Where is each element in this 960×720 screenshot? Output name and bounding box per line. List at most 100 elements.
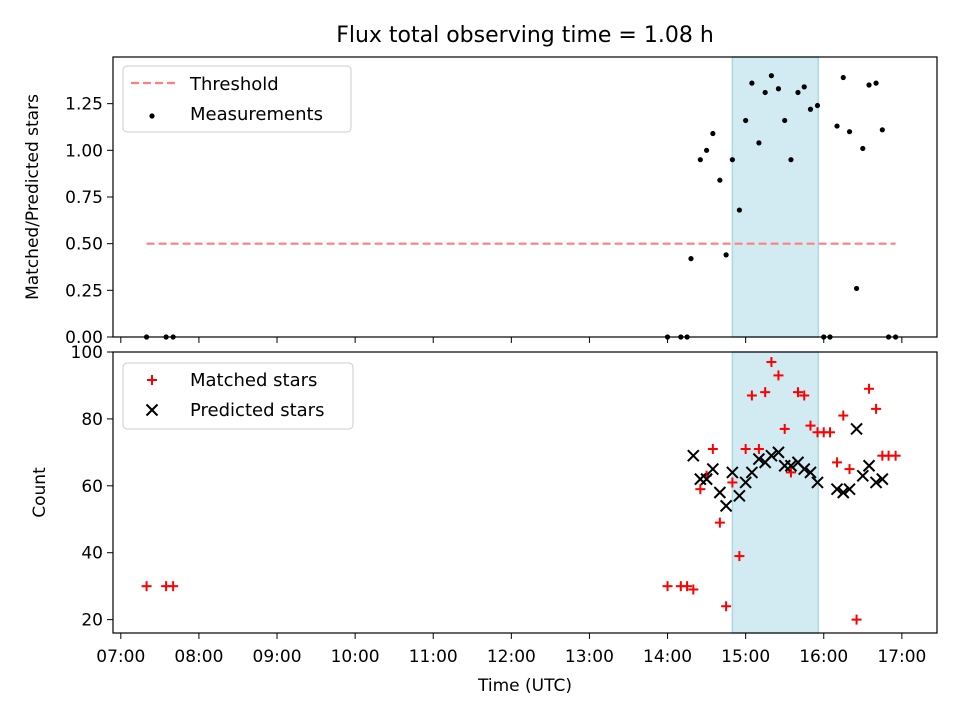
matched-star-point	[792, 387, 803, 398]
top-legend: Threshold Measurements	[122, 65, 352, 133]
top-axes-frame	[112, 56, 938, 338]
measurement-point	[717, 177, 723, 183]
x-tick-label: 07:00	[96, 647, 145, 667]
legend-predicted-swatch	[145, 403, 159, 417]
x-tick-label: 15:00	[721, 647, 770, 667]
matched-star-point	[851, 614, 862, 625]
bottom-axes-frame	[112, 351, 938, 634]
y-tick-label: 100	[71, 343, 103, 363]
measurement-point	[866, 82, 872, 88]
measurement-point	[710, 130, 716, 137]
predicted-star-point	[752, 452, 766, 466]
matched-star-point	[695, 484, 706, 495]
x-tick-label: 14:00	[643, 647, 692, 667]
measurement-point	[788, 157, 794, 163]
matched-star-point	[740, 444, 751, 455]
predicted-star-point	[798, 462, 811, 476]
measurement-point	[814, 102, 821, 109]
matched-star-point	[871, 403, 882, 414]
matched-star-point	[662, 581, 673, 592]
y-tick-label: 1.00	[65, 141, 103, 161]
matched-star-point	[890, 450, 901, 461]
matched-star-point	[805, 420, 816, 431]
predicted-star-point	[713, 486, 727, 499]
legend-matched-swatch	[147, 375, 157, 385]
legend-matched-label: Matched stars	[190, 370, 317, 391]
x-tick-label: 13:00	[565, 647, 614, 667]
predicted-star-point	[745, 466, 759, 479]
x-tick-label: 16:00	[799, 647, 848, 667]
matched-star-point	[168, 581, 179, 592]
y-tick-label: 80	[81, 410, 103, 430]
measurement-point	[749, 80, 755, 86]
y-tick-label: 0.50	[65, 235, 103, 255]
measurement-point	[846, 129, 853, 135]
matched-star-point	[714, 517, 725, 528]
top-panel: 0.00 0.25 0.50 0.75 1.00 1.25 Matched/Predict…	[23, 56, 938, 348]
x-tick-label: 12:00	[487, 647, 536, 667]
chart-title: Flux total observing time = 1.08 h	[336, 23, 714, 48]
predicted-star-point	[706, 462, 720, 476]
matched-star-point	[785, 467, 796, 478]
predicted-star-point	[843, 482, 856, 496]
predicted-star-point	[862, 459, 876, 472]
matched-star-point	[141, 581, 152, 592]
predicted-star-point	[856, 469, 870, 482]
top-x-axis	[120, 337, 903, 343]
matched-star-point	[766, 357, 777, 368]
measurement-point	[795, 89, 801, 96]
predicted-star-point	[739, 476, 752, 489]
predicted-star-point	[830, 482, 844, 496]
predicted-star-point	[850, 422, 863, 436]
measurement-point	[762, 89, 768, 96]
bottom-panel: 20 40 60 80 100 07:00 08:00 09:00 10:00 11:00 12:…	[30, 343, 938, 696]
y-tick-label: 1.25	[65, 95, 103, 115]
matched-star-point	[838, 410, 849, 421]
predicted-star-point	[719, 499, 733, 513]
predicted-star-point	[811, 476, 824, 489]
observing-window-shade-top	[731, 56, 820, 338]
measurement-point	[879, 127, 885, 133]
top-y-axis-label: Matched/Predicted stars	[23, 94, 43, 300]
matched-star-point	[688, 584, 699, 595]
measurement-point	[807, 106, 814, 112]
matched-star-point	[773, 370, 784, 381]
predicted-star-point	[804, 466, 817, 479]
measurement-point	[840, 74, 846, 81]
measurement-point	[736, 207, 742, 213]
predicted-star-point	[765, 449, 778, 462]
y-tick-label: 20	[81, 611, 103, 631]
matched-star-point	[727, 477, 738, 488]
legend-threshold-label: Threshold	[189, 74, 279, 95]
top-y-axis: 0.00 0.25 0.50 0.75 1.00 1.25	[65, 95, 113, 348]
measurement-point	[834, 123, 840, 129]
bottom-y-axis-label: Count	[30, 467, 50, 518]
predicted-star-point	[876, 472, 889, 486]
matched-star-point	[734, 551, 745, 562]
matched-star-point	[824, 427, 835, 438]
matched-stars-series	[141, 357, 901, 625]
x-tick-label: 09:00	[253, 647, 302, 667]
matched-star-point	[753, 444, 764, 455]
predicted-star-point	[700, 472, 713, 486]
matched-star-point	[864, 383, 875, 394]
measurement-point	[729, 157, 735, 163]
measurement-point	[801, 84, 807, 90]
predicted-star-point	[784, 459, 798, 472]
legend-measurements-swatch	[149, 113, 155, 119]
measurement-point	[756, 140, 762, 146]
measurement-point	[873, 80, 879, 86]
y-tick-label: 0.25	[65, 281, 103, 301]
measurement-point	[743, 117, 749, 124]
predicted-stars-series	[687, 422, 889, 513]
matched-star-point	[779, 423, 790, 434]
bottom-legend: Matched stars Predicted stars	[122, 362, 354, 430]
measurement-point	[703, 147, 710, 153]
predicted-star-point	[726, 466, 739, 479]
x-tick-label: 10:00	[331, 647, 380, 667]
measurement-point	[782, 117, 788, 124]
measurement-point	[688, 256, 694, 262]
matched-star-point	[799, 390, 810, 401]
matched-star-point	[844, 464, 855, 475]
